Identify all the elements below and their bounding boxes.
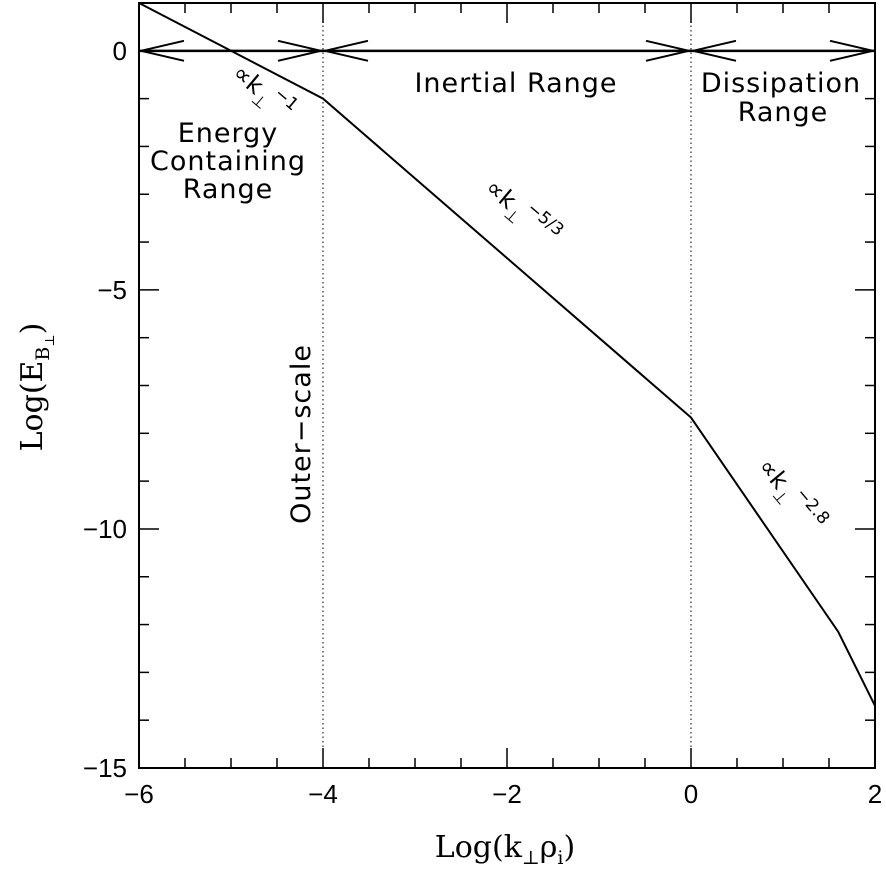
- region-energy-line-3: Range: [183, 174, 274, 205]
- region-dissipation-line-1: Dissipation: [701, 68, 861, 99]
- y-tick-label: −15: [83, 753, 127, 783]
- x-tick-label: 2: [868, 779, 882, 809]
- y-tick-label: −10: [83, 514, 127, 544]
- slope-label-minus-2-8: ∝k⊥−2.8: [749, 450, 834, 541]
- region-dissipation-line-2: Range: [738, 97, 829, 128]
- range-arrows: [139, 41, 875, 61]
- x-tick-label: −4: [308, 779, 338, 809]
- slope-label-minus-5-3: ∝k⊥−5/3: [477, 169, 568, 254]
- slope-1-sup: −1: [270, 84, 302, 115]
- slope-2-sup: −5/3: [523, 198, 568, 240]
- region-inertial-label: Inertial Range: [414, 68, 617, 99]
- region-energy-line-1: Energy: [178, 118, 279, 149]
- slope-3-sup: −2.8: [792, 484, 834, 528]
- x-tick-label: −2: [492, 779, 522, 809]
- slope-3-base: ∝k: [753, 453, 794, 495]
- x-axis-title: Log(k⊥ρi): [435, 830, 575, 869]
- y-tick-label: −5: [97, 275, 127, 305]
- x-tick-label: 0: [684, 779, 698, 809]
- y-axis-title: Log(EB⊥): [15, 323, 58, 452]
- x-tick-label: −6: [124, 779, 154, 809]
- region-energy-line-2: Containing: [150, 146, 306, 177]
- y-tick-label: 0: [113, 36, 127, 66]
- outer-scale-label: Outer−scale: [286, 344, 317, 524]
